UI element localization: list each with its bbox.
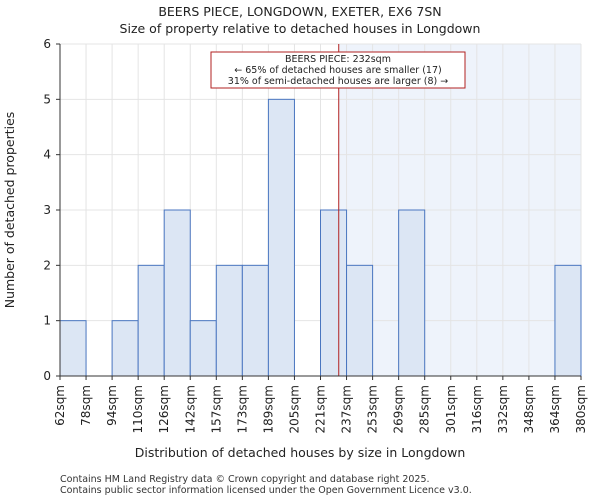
x-tick-label: 94sqm bbox=[105, 385, 119, 426]
x-tick-labels: 62sqm 78sqm 94sqm 110sqm 126sqm 142sqm 157sqm 1… bbox=[53, 385, 588, 433]
y-tick-label: 3 bbox=[43, 203, 51, 217]
y-axis-label: Number of detached properties bbox=[2, 112, 17, 309]
footer-line-2: Contains public sector information licen… bbox=[60, 485, 472, 496]
annotation-line-1: BEERS PIECE: 232sqm bbox=[285, 54, 391, 65]
x-tick-label: 126sqm bbox=[157, 385, 171, 433]
y-tick-label: 6 bbox=[43, 37, 51, 51]
x-tick-label: 301sqm bbox=[444, 385, 458, 433]
x-tick-label: 285sqm bbox=[418, 385, 432, 433]
bar bbox=[137, 264, 165, 377]
x-tick-label: 364sqm bbox=[548, 385, 562, 433]
annotation-box bbox=[210, 51, 466, 89]
chart-title: BEERS PIECE, LONGDOWN, EXETER, EX6 7SN bbox=[158, 4, 441, 19]
bar bbox=[398, 209, 426, 377]
x-tick-label: 269sqm bbox=[392, 385, 406, 433]
bar bbox=[267, 98, 295, 377]
bar bbox=[346, 264, 374, 377]
x-axis-label: Distribution of detached houses by size … bbox=[135, 445, 466, 460]
x-tick-label: 221sqm bbox=[314, 385, 328, 433]
annotation-line-3: 31% of semi-detached houses are larger (… bbox=[228, 76, 448, 87]
y-tick-label: 1 bbox=[43, 314, 51, 328]
x-tick-label: 237sqm bbox=[340, 385, 354, 433]
bars bbox=[59, 98, 582, 377]
x-tick-label: 380sqm bbox=[574, 385, 588, 433]
bar bbox=[59, 320, 87, 377]
x-tick-label: 157sqm bbox=[209, 385, 223, 433]
y-tick-labels: 0 1 2 3 4 5 6 bbox=[43, 37, 51, 383]
marker-annotation: BEERS PIECE: 232sqm ← 65% of detached ho… bbox=[210, 51, 466, 89]
x-tick-label: 110sqm bbox=[131, 385, 145, 433]
x-tick-label: 332sqm bbox=[496, 385, 510, 433]
footer-line-1: Contains HM Land Registry data © Crown c… bbox=[60, 474, 430, 485]
bar bbox=[241, 264, 269, 377]
x-tick-label: 142sqm bbox=[183, 385, 197, 433]
bar bbox=[215, 264, 243, 377]
axes bbox=[56, 43, 582, 380]
x-tick-label: 173sqm bbox=[235, 385, 249, 433]
x-tick-label: 62sqm bbox=[53, 385, 67, 426]
x-tick-label: 78sqm bbox=[79, 385, 93, 426]
y-tick-label: 4 bbox=[43, 148, 51, 162]
x-tick-label: 189sqm bbox=[261, 385, 275, 433]
annotation-line-2: ← 65% of detached houses are smaller (17… bbox=[234, 65, 441, 76]
bar bbox=[111, 320, 139, 377]
bar bbox=[554, 264, 582, 377]
y-tick-label: 0 bbox=[43, 369, 51, 383]
chart-subtitle: Size of property relative to detached ho… bbox=[120, 21, 481, 36]
x-tick-label: 205sqm bbox=[287, 385, 301, 433]
y-tick-label: 5 bbox=[43, 92, 51, 106]
bar bbox=[320, 209, 348, 377]
bar bbox=[189, 320, 217, 377]
y-tick-label: 2 bbox=[43, 258, 51, 272]
x-tick-label: 316sqm bbox=[470, 385, 484, 433]
bar bbox=[163, 209, 191, 377]
x-tick-label: 253sqm bbox=[366, 385, 380, 433]
x-tick-label: 348sqm bbox=[522, 385, 536, 433]
